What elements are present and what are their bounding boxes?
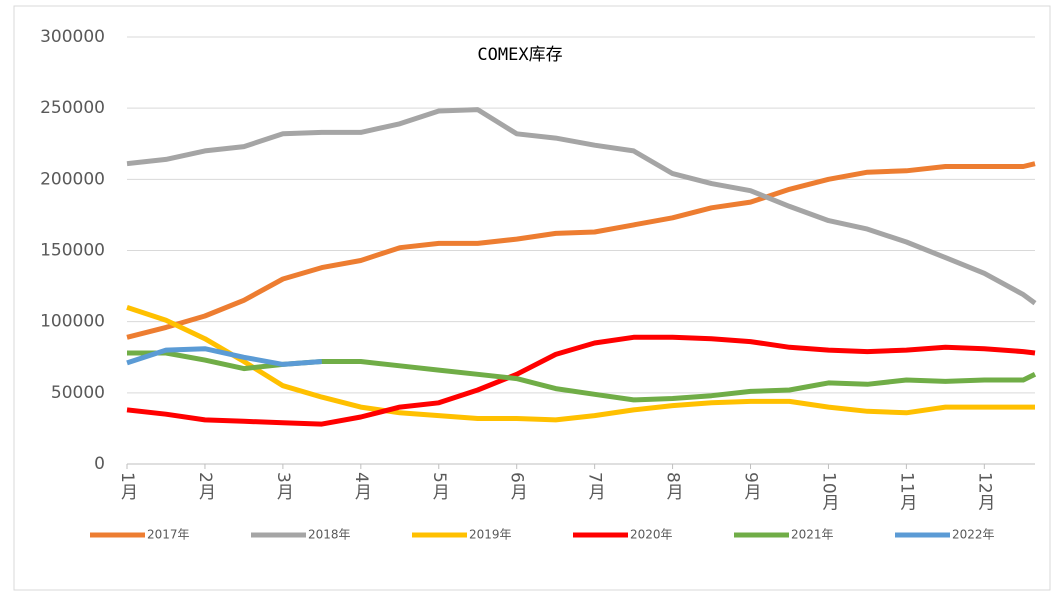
chart-title: COMEX库存 [477,45,562,65]
y-tick-label: 0 [94,454,105,474]
legend-label: 2017年 [147,528,190,542]
x-tick-label: 11月 [896,472,917,511]
series-line [126,107,1037,306]
x-tick-label: 9月 [741,472,762,500]
x-tick-label: 12月 [974,472,995,511]
x-tick-label: 1月 [117,472,138,500]
legend-label: 2018年 [308,528,351,542]
x-tick-label: 7月 [585,472,606,500]
x-tick-label: 4月 [351,472,372,500]
series-line [126,305,1035,423]
legend-label: 2020年 [630,528,673,542]
x-tick-label: 8月 [663,472,684,500]
legend-label: 2019年 [469,528,512,542]
chart-border [13,5,1051,591]
series-line [126,346,322,367]
y-tick-label: 200000 [40,169,105,189]
x-tick-label: 5月 [429,472,450,500]
x-tick-label: 6月 [507,472,528,500]
series-line [126,334,1036,427]
x-tick-label: 10月 [818,472,839,511]
y-tick-label: 300000 [40,27,105,47]
y-tick-label: 100000 [40,312,105,332]
legend-label: 2022年 [952,528,995,542]
x-tick-label: 3月 [273,472,294,500]
series-line [126,161,1036,340]
y-tick-label: 150000 [40,241,105,261]
x-tick-label: 2月 [195,472,216,500]
y-tick-label: 50000 [51,383,105,403]
legend-label: 2021年 [791,528,834,542]
y-tick-label: 250000 [40,98,105,118]
